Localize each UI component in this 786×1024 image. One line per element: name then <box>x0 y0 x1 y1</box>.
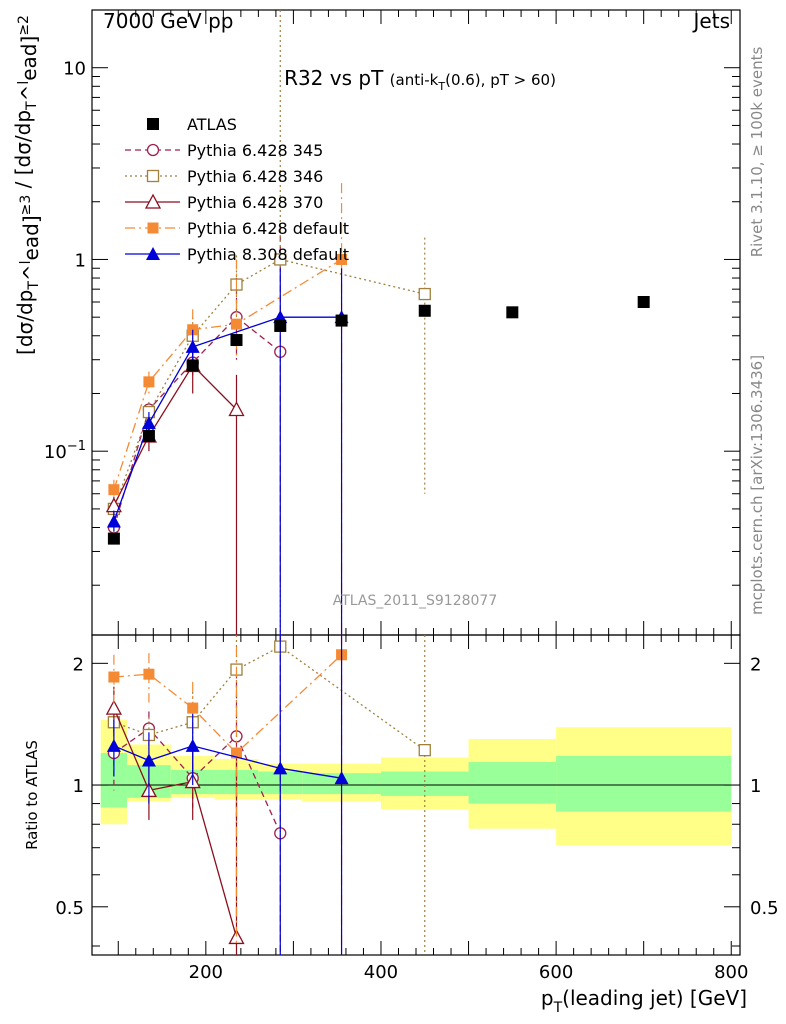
axis-ticks: 200 400 600 800 10 1 10−1 2 2 1 1 0.5 0.5 <box>44 9 779 983</box>
legend-marker <box>146 169 160 183</box>
legend-item: Pythia 8.308 default <box>125 245 349 264</box>
data-point <box>230 318 242 330</box>
ratio-point <box>141 753 156 767</box>
data-point <box>273 310 288 324</box>
analysis-tag: ATLAS_2011_S9128077 <box>333 593 498 609</box>
rivet-version-text: Rivet 3.1.10, ≥ 100k events <box>748 47 766 258</box>
ratio-point <box>185 738 200 752</box>
ratio-point <box>105 699 122 715</box>
data-point <box>228 401 245 417</box>
series-ratio <box>106 635 349 955</box>
legend-label: ATLAS <box>187 115 237 134</box>
data-point <box>418 287 431 301</box>
atlas-point <box>637 295 650 308</box>
x-tick-label: 600 <box>539 962 573 983</box>
legend-item: Pythia 6.428 default <box>125 219 349 238</box>
series-3 <box>105 340 245 955</box>
x-axis-label: pT(leading jet) [GeV] <box>541 986 747 1016</box>
atlas-point <box>142 430 155 443</box>
legend: ATLAS Pythia 6.428 345 Pythia 6.428 346 Pyt… <box>125 115 349 264</box>
mcplots-text: mcplots.cern.ch [arXiv:1306.3436] <box>748 355 766 615</box>
ratio-line <box>113 707 238 938</box>
ratio-line <box>113 645 426 751</box>
legend-marker <box>144 193 162 209</box>
ratio-point <box>230 747 242 759</box>
ratio-point <box>143 668 155 680</box>
legend-item-atlas: ATLAS <box>147 115 237 134</box>
y-tick-label: 10−1 <box>44 439 86 463</box>
atlas-point <box>230 334 243 347</box>
ratio-point <box>108 671 120 683</box>
ratio-point <box>187 702 199 714</box>
atlas-point <box>506 306 519 319</box>
atlas-data <box>107 295 650 545</box>
legend-item: Pythia 6.428 370 <box>125 193 323 212</box>
data-point <box>274 253 287 266</box>
series-line <box>113 364 237 506</box>
legend-label: Pythia 6.428 370 <box>187 193 323 212</box>
ratio-tick-label-left: 2 <box>73 654 84 675</box>
series-line <box>113 258 425 510</box>
chart-title: R32 vs pT (anti-kT(0.6), pT > 60) <box>284 66 556 93</box>
ratio-tick-label-right: 1 <box>750 776 761 797</box>
legend-label: Pythia 6.428 default <box>187 219 349 238</box>
y-axis-label: [dσ/dpT^lead]≥3 / [dσ/dpT^lead]≥2 <box>11 15 43 355</box>
atlas-point <box>107 532 120 545</box>
green-band <box>468 762 557 804</box>
y-tick-label: 10 <box>63 59 86 80</box>
legend-marker <box>147 222 159 234</box>
data-point <box>108 484 120 496</box>
legend-label: Pythia 6.428 345 <box>187 141 323 160</box>
ratio-tick-label-right: 2 <box>750 654 761 675</box>
ratio-point <box>334 771 349 785</box>
series-layer <box>105 10 650 955</box>
x-tick-label: 400 <box>364 962 398 983</box>
atlas-point <box>186 359 199 372</box>
series-main <box>105 340 245 635</box>
atlas-point <box>335 314 348 327</box>
ratio-line <box>113 654 343 754</box>
series-line <box>113 316 281 528</box>
series-main <box>107 10 431 635</box>
legend-label: Pythia 6.428 346 <box>187 167 323 186</box>
data-point <box>106 514 121 528</box>
series-4 <box>108 183 348 955</box>
atlas-point <box>274 319 287 332</box>
data-point <box>143 376 155 388</box>
series-main <box>107 225 287 586</box>
ratio-y-axis-label: Ratio to ATLAS <box>23 740 41 850</box>
green-band <box>556 755 732 812</box>
y-tick-label: 1 <box>75 250 86 271</box>
series-main <box>106 268 349 635</box>
header-right: Jets <box>692 9 730 33</box>
ratio-tick-label-right: 0.5 <box>750 898 779 919</box>
legend-marker <box>146 247 160 260</box>
data-point <box>336 253 348 265</box>
atlas-point <box>418 304 431 317</box>
legend-marker <box>147 118 159 130</box>
ratio-point <box>228 929 245 945</box>
x-tick-label: 800 <box>714 962 748 983</box>
data-point <box>185 339 200 353</box>
ratio-line <box>113 727 281 834</box>
ratio-point <box>273 761 288 775</box>
x-tick-label: 200 <box>189 962 223 983</box>
data-point <box>141 416 156 430</box>
legend-label: Pythia 8.308 default <box>187 245 349 264</box>
legend-item: Pythia 6.428 345 <box>125 141 323 160</box>
header-left: 7000 GeV pp <box>103 9 234 33</box>
series-5 <box>106 268 349 955</box>
legend-marker <box>146 143 160 157</box>
main-plot-frame <box>91 9 741 636</box>
ratio-tick-label-left: 1 <box>73 776 84 797</box>
ratio-point <box>106 738 121 752</box>
ratio-point <box>418 743 431 757</box>
legend-item: Pythia 6.428 346 <box>125 167 323 186</box>
ratio-tick-label-left: 0.5 <box>55 898 84 919</box>
series-ratio <box>105 686 245 955</box>
